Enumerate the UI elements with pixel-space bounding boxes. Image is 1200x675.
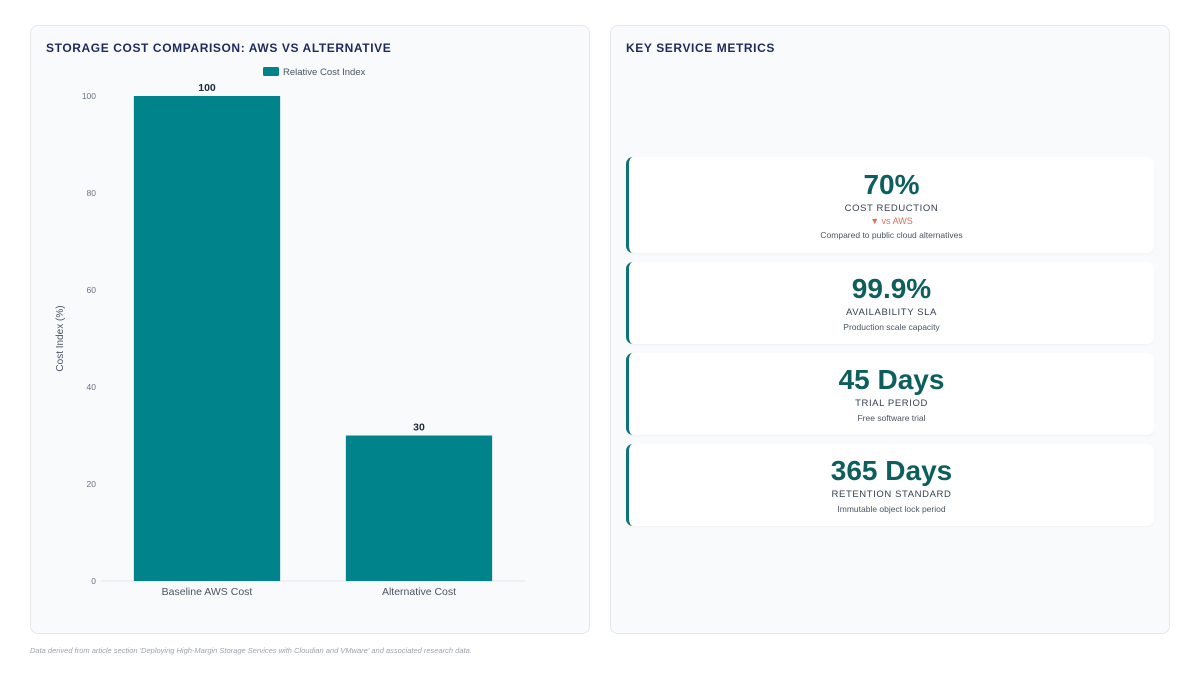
metric-description: Production scale capacity: [843, 322, 940, 332]
y-tick-label: 40: [87, 382, 97, 392]
x-tick-label: Baseline AWS Cost: [162, 586, 253, 598]
metric-description: Immutable object lock period: [837, 504, 946, 514]
y-axis-label: Cost Index (%): [55, 305, 66, 371]
metrics-title: KEY SERVICE METRICS: [626, 41, 775, 55]
bar-chart: 0 20 40 60 80 100 Cost Index (%) 100 Baseline AW…: [55, 67, 525, 598]
data-label: 30: [413, 422, 425, 434]
metric-label: TRIAL PERIOD: [855, 398, 928, 409]
metrics-panel: KEY SERVICE METRICS 70% COST REDUCTION ▼…: [610, 25, 1170, 634]
metric-card-trial-period: 45 Days TRIAL PERIOD Free software trial: [626, 353, 1154, 435]
y-tick-label: 60: [87, 285, 97, 295]
y-tick-label: 0: [91, 576, 96, 586]
data-label: 100: [198, 82, 216, 94]
y-tick-label: 20: [87, 479, 97, 489]
legend-swatch: [263, 67, 279, 76]
metric-value: 70%: [863, 169, 920, 200]
legend-label: Relative Cost Index: [283, 67, 366, 78]
bar-2: [345, 435, 493, 581]
metric-value: 45 Days: [838, 364, 945, 395]
bar-1: [133, 96, 281, 581]
metric-card-cost-reduction: 70% COST REDUCTION ▼ vs AWS Compared to …: [626, 157, 1154, 253]
x-tick-label: Alternative Cost: [382, 586, 456, 598]
metric-label: COST REDUCTION: [844, 203, 939, 214]
metric-label: RETENTION STANDARD: [831, 489, 952, 500]
y-tick-label: 100: [82, 91, 96, 101]
y-tick-label: 80: [87, 188, 97, 198]
metric-description: Free software trial: [857, 413, 926, 423]
metric-card-availability: 99.9% AVAILABILITY SLA Production scale …: [626, 262, 1154, 344]
chart-panel: STORAGE COST COMPARISON: AWS VS ALTERNAT…: [30, 25, 590, 634]
metric-card-retention: 365 Days RETENTION STANDARD Immutable ob…: [626, 444, 1154, 526]
footnote: Data derived from article section 'Deplo…: [30, 646, 472, 655]
trend-down-indicator: ▼ vs AWS: [870, 216, 913, 226]
metric-value: 99.9%: [851, 273, 932, 304]
metric-label: AVAILABILITY SLA: [846, 307, 937, 318]
metric-description: Compared to public cloud alternatives: [820, 230, 963, 240]
metric-value: 365 Days: [830, 455, 953, 486]
chart-title: STORAGE COST COMPARISON: AWS VS ALTERNAT…: [46, 41, 392, 55]
